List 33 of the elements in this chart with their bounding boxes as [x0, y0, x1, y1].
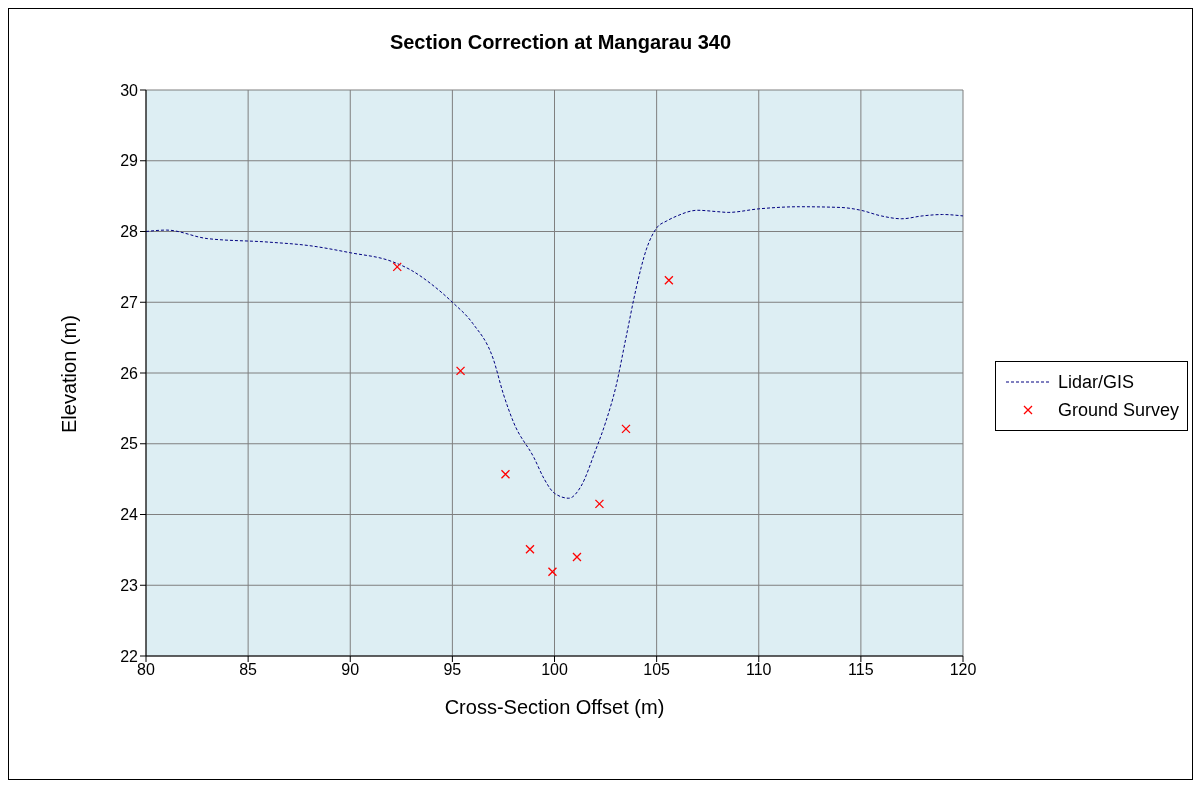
y-tick-label: 29 — [120, 152, 139, 170]
x-tick-label: 90 — [341, 661, 360, 679]
x-tick-label: 85 — [239, 661, 258, 679]
point — [547, 567, 558, 577]
legend-label: Lidar/GIS — [1057, 371, 1134, 393]
y-tick-label: 28 — [120, 223, 139, 241]
point — [572, 552, 582, 562]
x-tick-label: 105 — [643, 661, 671, 679]
point — [455, 366, 466, 376]
x-tick-label: 110 — [745, 661, 772, 679]
legend-label: Ground Survey — [1057, 399, 1179, 421]
y-tick-label: 24 — [120, 506, 139, 524]
x-axis-title: Cross-Section Offset (m) — [444, 696, 665, 718]
point — [664, 275, 674, 285]
y-tick-label: 25 — [120, 435, 139, 453]
x-tick-label: 100 — [541, 661, 568, 679]
point — [525, 544, 535, 554]
y-tick-label: 26 — [120, 364, 139, 382]
x-tick-label: 95 — [443, 661, 462, 679]
point — [594, 499, 605, 509]
y-tick-label: 27 — [120, 293, 139, 311]
y-tick-label: 23 — [120, 576, 139, 594]
point — [500, 469, 511, 479]
y-tick-label: 22 — [120, 647, 139, 665]
x-tick-label: 80 — [137, 661, 155, 679]
y-tick-label: 30 — [120, 81, 139, 99]
x-tick-label: 120 — [949, 661, 977, 679]
y-axis-title: Elevation (m) — [58, 315, 81, 433]
line-series — [146, 206, 963, 499]
x-tick-label: 115 — [848, 661, 874, 679]
point — [621, 424, 631, 434]
chart-title: Section Correction at Mangarau 340 — [388, 31, 733, 54]
point — [392, 262, 402, 272]
